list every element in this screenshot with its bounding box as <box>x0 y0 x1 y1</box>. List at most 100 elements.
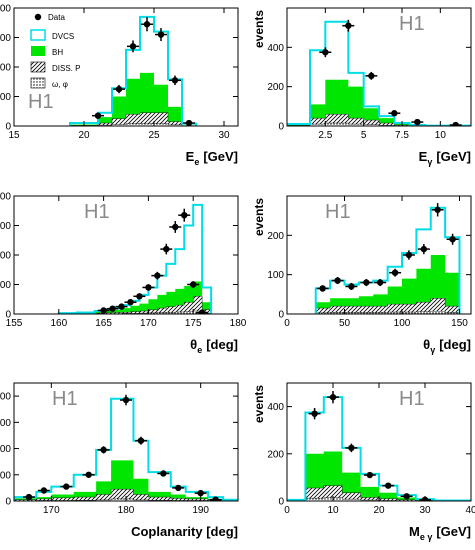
mass-ylabel: events <box>252 385 266 423</box>
coplanarity-dvcs-fill <box>14 398 238 501</box>
e-energy-xtick-label: 20 <box>78 130 90 141</box>
e-angle-ytick-label: 400 <box>0 192 11 203</box>
coplanarity-h1-label: H1 <box>52 388 78 410</box>
gamma-angle-data-point <box>391 269 399 276</box>
gamma-energy-ylabel: events <box>252 10 266 48</box>
gamma-angle-data-point <box>319 285 326 292</box>
gamma-energy-ytick-label: 400 <box>267 43 284 54</box>
mass-ytick-label: 200 <box>267 449 284 460</box>
gamma-energy-h1-label: H1 <box>399 13 425 35</box>
gamma-angle-data-point <box>434 206 441 213</box>
coplanarity-data-point <box>63 483 70 490</box>
e-angle-data-point <box>190 281 197 288</box>
coplanarity-xtick-label: 170 <box>43 505 60 516</box>
e-energy-xlabel-sub: e <box>194 157 199 167</box>
gamma-angle-xtick-label: 100 <box>394 318 411 329</box>
gamma-angle-xtick-label: 0 <box>284 318 290 329</box>
gamma-angle-xlabel: θγ [deg] <box>423 337 471 355</box>
coplanarity-data-point <box>100 446 107 454</box>
e-energy-xtick-label: 30 <box>218 130 230 141</box>
e-energy-data-point <box>157 31 165 38</box>
gamma-angle-data-point <box>363 279 370 286</box>
gamma-energy-xlabel-sub: γ <box>427 157 432 167</box>
e-angle-xtick-label: 170 <box>140 318 157 329</box>
e-energy-ytick-label: 300 <box>0 33 11 44</box>
coplanarity-data-point <box>85 471 92 478</box>
e-angle-data-point <box>109 305 116 312</box>
e-energy-h1-label: H1 <box>28 91 54 113</box>
mass-plot-area <box>287 391 471 501</box>
e-angle-xtick-label: 180 <box>230 318 247 329</box>
gamma-angle-bh-area <box>315 255 460 314</box>
legend-diss-label: DISS. P <box>52 64 80 73</box>
mass-xtick-label: 20 <box>373 505 385 516</box>
gamma-angle-xlabel-unit: [deg] <box>439 337 471 352</box>
legend-data-label: Data <box>48 13 65 22</box>
panel-electron-energy: 152025300100200300400eventsEe[GeV]H1 <box>0 4 239 167</box>
coplanarity-xlabel-main: Coplanarity [deg] <box>131 524 238 539</box>
e-energy-data-point <box>185 119 193 126</box>
gamma-energy-data-point <box>414 118 421 126</box>
e-energy-data-point <box>171 77 179 84</box>
coplanarity-dvcs-line <box>14 397 238 501</box>
legend-omega-swatch <box>30 77 46 89</box>
mass-xlabel-main: M <box>409 524 420 539</box>
legend-bh-swatch <box>31 46 45 56</box>
e-angle-xtick-label: 165 <box>95 318 112 329</box>
coplanarity-xtick-label: 180 <box>118 505 135 516</box>
gamma-energy-xtick-label: 7.5 <box>395 130 409 141</box>
e-energy-plot-area <box>69 15 197 126</box>
gamma-angle-frame <box>286 195 472 315</box>
e-angle-data-point <box>145 284 152 291</box>
mass-data-point <box>403 493 410 500</box>
mass-xtick-label: 30 <box>419 505 431 516</box>
gamma-energy-xtick-label: 10 <box>435 130 447 141</box>
coplanarity-ytick-label: 0 <box>5 497 11 508</box>
e-angle-bh-area <box>58 281 212 314</box>
gamma-energy-data-point <box>391 110 398 117</box>
mass-xlabel-unit: [GeV] <box>436 524 471 539</box>
gamma-energy-data-point <box>452 121 459 126</box>
e-angle-xlabel-main: θ <box>190 337 197 352</box>
e-angle-xlabel-unit: [deg] <box>206 337 238 352</box>
legend-diss-swatch <box>30 61 46 73</box>
e-energy-ytick-label: 0 <box>5 122 11 133</box>
legend-dvcs-swatch <box>30 29 46 41</box>
e-angle-xlabel: θe [deg] <box>190 337 238 355</box>
mass-ytick-label: 0 <box>278 497 284 508</box>
e-angle-data-point <box>136 293 143 300</box>
legend-dvcs-label: DVCS <box>52 32 74 41</box>
gamma-energy-plot-area <box>287 19 471 126</box>
mass-data-point <box>385 482 392 489</box>
e-angle-ytick-label: 200 <box>0 251 11 262</box>
e-energy-xlabel-main: E <box>186 149 195 164</box>
gamma-energy-ytick-label: 200 <box>267 82 284 93</box>
coplanarity-data-point <box>197 489 204 497</box>
e-angle-data-point <box>127 299 134 306</box>
mass-data-point <box>366 471 373 479</box>
e-angle-data-point <box>198 309 206 314</box>
e-energy-data-point <box>129 43 137 50</box>
coplanarity-data-point <box>40 487 48 494</box>
e-energy-ytick-label: 400 <box>0 4 11 15</box>
e-angle-data-point <box>181 211 188 219</box>
e-energy-xtick-label: 15 <box>8 130 20 141</box>
e-angle-ytick-label: 100 <box>0 280 11 291</box>
coplanarity-xtick-label: 190 <box>192 505 209 516</box>
e-angle-ytick-label: 300 <box>0 221 11 232</box>
e-angle-xtick-label: 160 <box>50 318 67 329</box>
mass-xtick-label: 40 <box>465 505 475 516</box>
gamma-angle-ytick-label: 200 <box>267 231 284 242</box>
mass-data-point <box>348 444 355 452</box>
e-angle-plot-area <box>57 203 213 314</box>
e-energy-data-point <box>115 85 123 93</box>
e-energy-data-point <box>94 112 102 119</box>
coplanarity-ytick-label: 200 <box>0 444 11 455</box>
e-angle-xlabel-sub: e <box>197 345 202 355</box>
gamma-energy-ytick-label: 0 <box>278 122 284 133</box>
coplanarity-ytick-label: 300 <box>0 418 11 429</box>
